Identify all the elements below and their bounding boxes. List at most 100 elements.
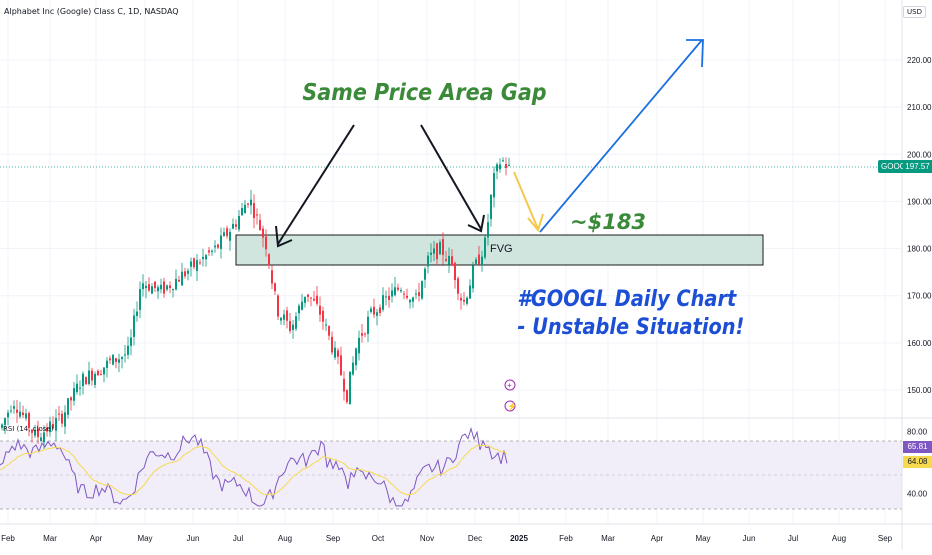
candle-body [49,421,51,433]
candle-body [19,411,21,417]
time-tick-label: Jul [788,534,798,543]
candle-body [379,307,381,313]
candle-body [397,287,399,290]
candle-body [496,164,498,172]
time-axis[interactable]: Feb Mar Apr May Jun Jul Aug Sep Oct Nov Dec 2025 Feb… [1,534,893,543]
fvg-zone[interactable] [235,234,764,266]
price-tick-label: 180.00 [907,245,932,254]
candle-body [34,429,36,436]
chart-note-line1: #GOOGL Daily Chart [517,286,737,311]
candle-body [391,290,393,297]
candle-body [226,228,228,237]
candle-body [313,298,315,301]
candle-body [181,271,183,286]
chart-note-line2: - Unstable Situation! [517,314,744,339]
time-tick-label: Jun [743,534,756,543]
rsi-title[interactable]: RSI (14, close) [3,425,54,433]
rsi-ma-value-tag: 64.08 [903,456,932,468]
candle-body [310,297,312,299]
candle-body [442,239,444,256]
target-label: ~$183 [570,210,646,234]
candle-body [283,314,285,320]
currency-badge[interactable]: USD [903,6,926,18]
candle-body [85,377,87,385]
candle-body [367,316,369,334]
candle-body [25,413,27,419]
candle-body [31,429,33,433]
time-tick-label: Feb [1,534,15,543]
candle-body [409,299,411,303]
candle-body [334,347,336,358]
candle-body [211,250,213,252]
candle-body [199,262,201,264]
time-tick-label: Mar [601,534,615,543]
candle-body [418,292,420,296]
candle-body [280,317,282,321]
event-icon-plus[interactable] [504,379,516,391]
price-axis[interactable]: 220.00 210.00 200.00 190.00 180.00 170.00 160.… [907,56,932,395]
rsi-value-tag: 65.81 [903,441,932,453]
candle-body [430,252,432,255]
time-tick-label: Mar [43,534,57,543]
candle-body [493,173,495,198]
candle-body [109,358,111,361]
time-tick-label: May [695,534,710,543]
candle-body [163,281,165,294]
candle-body [232,223,234,229]
candle-body [349,371,351,405]
candle-body [268,254,270,266]
candle-body [217,244,219,248]
candle-body [61,413,63,424]
candle-body [490,194,492,220]
candle-body [421,281,423,299]
candle-body [76,383,78,393]
candle-body [361,333,363,336]
symbol-tag: GOOG [878,160,909,173]
candle-body [58,413,60,415]
candle-body [166,285,168,290]
candle-body [415,293,417,295]
candle-body [343,378,345,392]
candle-body [454,262,456,281]
candle-body [97,370,99,376]
time-tick-label: Apr [651,534,664,543]
candle-body [295,316,297,329]
candle-body [307,294,309,297]
candle-body [124,354,126,356]
candle-body [400,290,402,292]
pullback-arrow [513,171,539,230]
gap-arrow-left-head [275,225,293,248]
candle-body [403,293,405,295]
candle-body [394,287,396,296]
time-tick-label: Jun [187,534,200,543]
time-tick-label: Feb [559,534,573,543]
candle-body [172,289,174,291]
candle-body [505,164,507,168]
rsi-axis[interactable]: 80.00 40.00 [907,428,928,499]
price-tick-label: 150.00 [907,386,932,395]
candle-body [10,410,12,412]
candle-body [337,350,339,357]
candle-body [475,259,477,264]
candle-body [478,254,480,265]
candle-body [130,337,132,346]
candle-body [274,283,276,292]
candle-body [160,284,162,290]
candle-body [427,255,429,267]
candle-body [289,321,291,332]
candle-body [376,312,378,316]
event-icon-dividend[interactable] [504,400,516,412]
candle-body [121,357,123,360]
candle-body [94,373,96,385]
candle-body [136,311,138,317]
candle-body [451,256,453,266]
candle-body [322,310,324,322]
candle-body [175,278,177,290]
candle-body [16,409,18,413]
candle-body [325,324,327,326]
candle-body [82,373,84,387]
rsi-tick-label: 80.00 [907,428,928,437]
candle-body [355,348,357,366]
